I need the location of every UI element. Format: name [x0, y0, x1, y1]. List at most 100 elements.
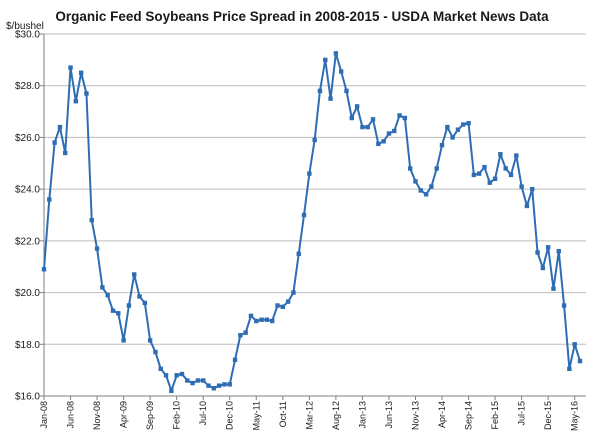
y-tick-label: $26.0: [15, 133, 40, 144]
data-point: [73, 99, 79, 104]
y-axis-ticks: $16.0 $18.0 $20.0 $22.0 $24.0 $26.0 $28.0 $30.0: [15, 30, 44, 403]
data-point: [476, 171, 482, 176]
x-tick-label: Feb-15: [490, 401, 500, 430]
data-point: [418, 188, 423, 193]
x-tick-label: Jun-13: [384, 401, 394, 429]
data-point: [338, 69, 344, 74]
data-point: [169, 388, 174, 394]
data-point: [492, 176, 498, 181]
data-point: [222, 382, 227, 387]
data-point: [259, 317, 264, 322]
data-point: [354, 104, 360, 109]
x-tick-label: Jan-13: [357, 401, 367, 429]
data-point: [466, 121, 471, 126]
data-point: [519, 184, 524, 189]
data-point: [301, 212, 307, 218]
x-tick-label: Nov-13: [410, 401, 420, 430]
data-point: [296, 251, 301, 256]
data-point: [110, 308, 116, 313]
data-point: [402, 115, 408, 121]
data-point: [216, 383, 222, 388]
y-tick-label: $22.0: [15, 236, 40, 247]
data-point: [163, 373, 169, 378]
data-point: [381, 139, 386, 144]
data-point: [413, 179, 418, 184]
data-point: [254, 318, 259, 324]
data-point: [78, 70, 84, 75]
data-point: [445, 124, 450, 130]
gridlines: [44, 33, 586, 345]
data-point: [264, 317, 270, 322]
y-tick-label: $30.0: [15, 30, 40, 41]
data-point: [270, 318, 275, 324]
data-point: [423, 192, 429, 197]
data-point: [540, 265, 546, 271]
y-tick-label: $28.0: [15, 81, 40, 92]
data-point: [132, 272, 137, 277]
data-point: [126, 303, 132, 308]
data-point: [349, 115, 354, 121]
x-tick-label: Jul-15: [517, 401, 527, 426]
x-tick-label: Feb-10: [172, 401, 182, 430]
data-point: [248, 313, 254, 319]
data-point: [137, 294, 142, 299]
data-point: [551, 286, 556, 291]
x-tick-label: Apr-14: [437, 401, 447, 428]
data-point: [386, 131, 392, 136]
data-point: [323, 57, 328, 63]
chart-title: Organic Feed Soybeans Price Spread in 20…: [55, 9, 549, 24]
data-point: [57, 124, 63, 130]
x-tick-label: Jan-08: [39, 401, 49, 429]
data-point: [556, 249, 561, 254]
data-point: [514, 153, 519, 158]
data-point: [158, 366, 163, 372]
data-point: [392, 128, 397, 134]
data-point: [455, 127, 461, 132]
y-tick-label: $24.0: [15, 185, 40, 196]
data-point: [68, 65, 73, 70]
data-point: [190, 380, 195, 386]
x-tick-label: Mar-12: [304, 401, 314, 430]
data-point: [201, 378, 206, 383]
data-point: [195, 378, 201, 383]
data-point: [211, 386, 217, 391]
data-point: [429, 184, 434, 189]
data-point: [174, 373, 179, 378]
data-point: [227, 382, 232, 387]
data-point: [535, 250, 540, 255]
data-point: [450, 135, 455, 140]
data-point: [312, 137, 317, 143]
x-tick-label: Nov-08: [92, 401, 102, 430]
data-point: [147, 338, 153, 343]
x-tick-label: Oct-11: [278, 401, 288, 427]
data-point: [84, 91, 89, 96]
x-axis-ticks: Jan-08 Jun-08 Nov-08 Apr-09 Sep-09 Feb-10 Jul-…: [39, 396, 580, 431]
data-point: [89, 217, 94, 223]
data-point: [243, 330, 248, 335]
data-point: [280, 304, 286, 309]
data-point: [317, 88, 323, 94]
data-point: [577, 358, 583, 364]
data-point: [333, 51, 339, 56]
data-point: [365, 124, 370, 130]
data-point: [94, 246, 100, 251]
y-tick-label: $16.0: [15, 392, 40, 403]
data-point: [121, 338, 126, 343]
data-point: [461, 122, 466, 127]
data-point: [508, 172, 514, 178]
data-point: [498, 152, 503, 157]
x-tick-label: Jul-10: [198, 401, 208, 426]
data-point: [238, 333, 243, 338]
data-point: [471, 172, 477, 178]
data-point: [503, 166, 508, 171]
data-point: [434, 166, 439, 171]
data-point: [545, 245, 551, 250]
x-tick-label: Apr-09: [119, 401, 129, 428]
x-tick-label: Sep-09: [145, 401, 155, 430]
data-point: [482, 164, 487, 170]
x-tick-label: Aug-12: [331, 401, 341, 430]
data-point: [116, 311, 121, 316]
data-point: [142, 300, 148, 306]
axes: [43, 34, 586, 397]
